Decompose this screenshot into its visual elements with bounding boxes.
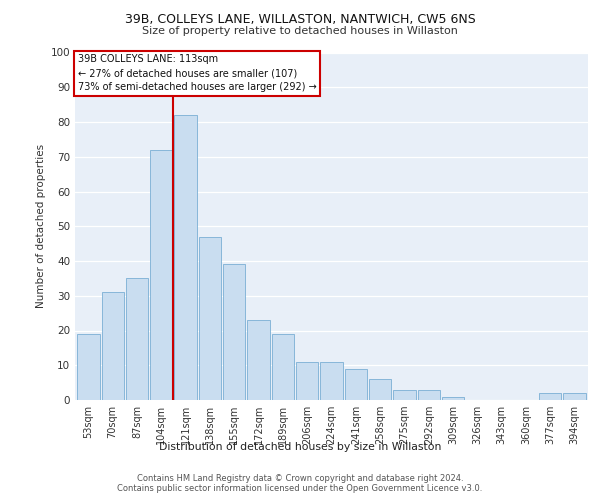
Text: Distribution of detached houses by size in Willaston: Distribution of detached houses by size … <box>159 442 441 452</box>
Bar <box>247 320 270 400</box>
Bar <box>320 362 343 400</box>
Bar <box>223 264 245 400</box>
Bar <box>539 393 562 400</box>
Text: 39B COLLEYS LANE: 113sqm
← 27% of detached houses are smaller (107)
73% of semi-: 39B COLLEYS LANE: 113sqm ← 27% of detach… <box>77 54 316 92</box>
Bar <box>272 334 294 400</box>
Bar <box>101 292 124 400</box>
Bar <box>77 334 100 400</box>
Bar <box>150 150 172 400</box>
Y-axis label: Number of detached properties: Number of detached properties <box>37 144 46 308</box>
Bar <box>126 278 148 400</box>
Bar <box>199 236 221 400</box>
Text: Size of property relative to detached houses in Willaston: Size of property relative to detached ho… <box>142 26 458 36</box>
Text: Contains HM Land Registry data © Crown copyright and database right 2024.: Contains HM Land Registry data © Crown c… <box>137 474 463 483</box>
Bar <box>563 393 586 400</box>
Bar <box>175 115 197 400</box>
Bar <box>296 362 319 400</box>
Bar <box>442 396 464 400</box>
Bar <box>369 379 391 400</box>
Text: 39B, COLLEYS LANE, WILLASTON, NANTWICH, CW5 6NS: 39B, COLLEYS LANE, WILLASTON, NANTWICH, … <box>125 12 475 26</box>
Bar <box>418 390 440 400</box>
Bar <box>393 390 416 400</box>
Bar <box>344 368 367 400</box>
Text: Contains public sector information licensed under the Open Government Licence v3: Contains public sector information licen… <box>118 484 482 493</box>
